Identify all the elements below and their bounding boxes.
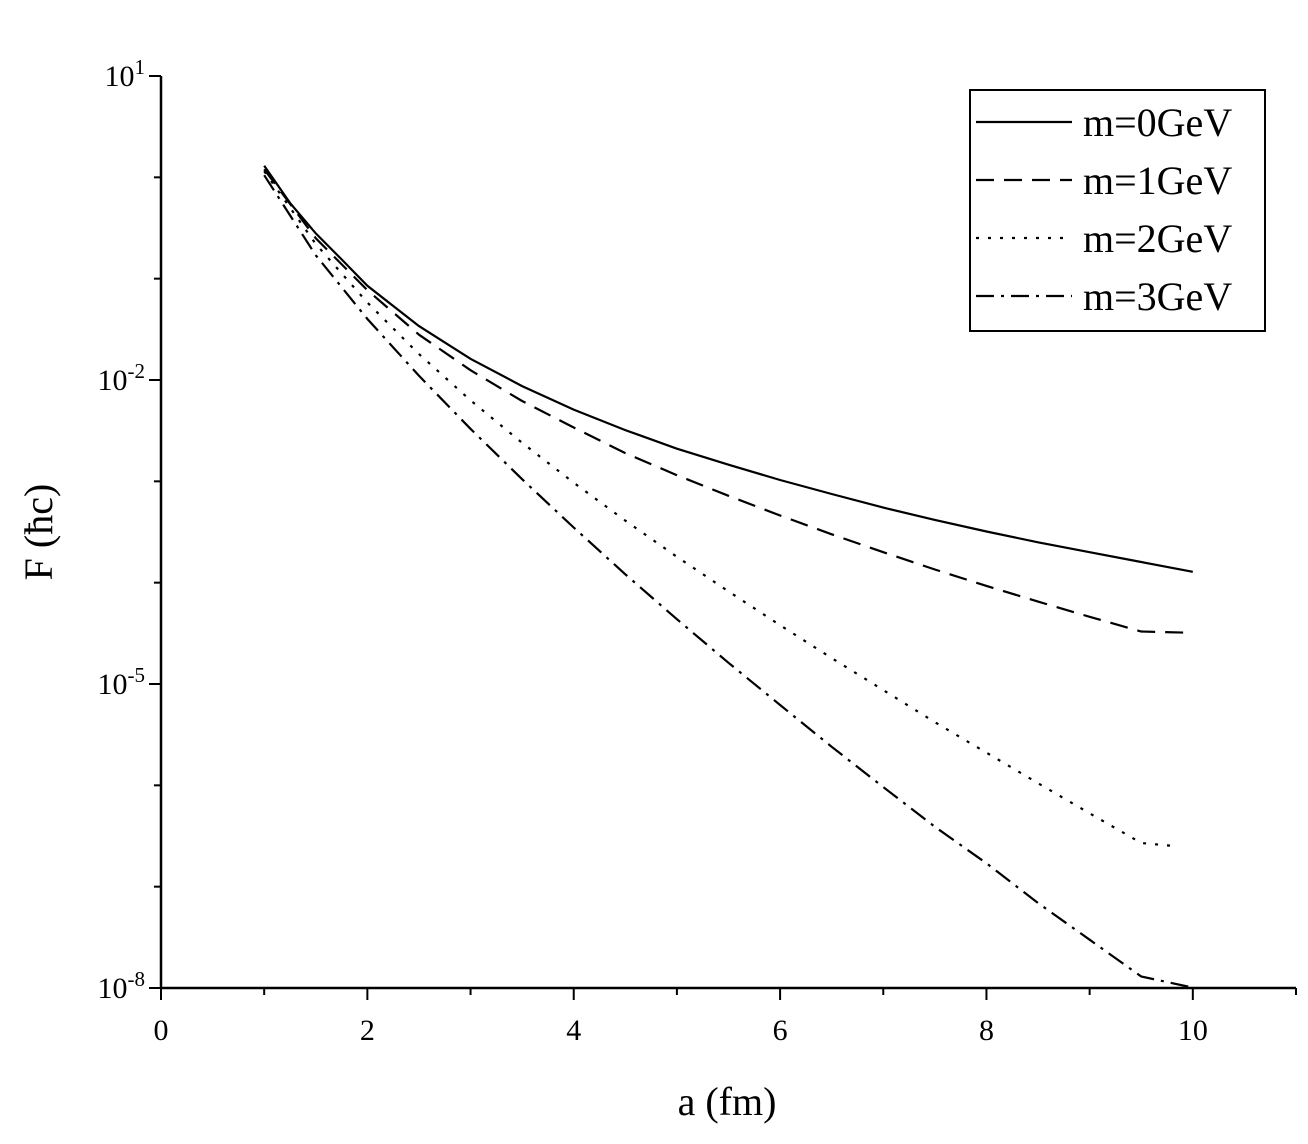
y-axis-label: F (ħc) (16, 484, 61, 581)
x-tick-label: 8 (979, 1014, 994, 1047)
plot-area (263, 165, 1194, 989)
series-line-1 (263, 168, 1193, 634)
y-tick-label: 10-5 (98, 663, 146, 701)
x-tick-label: 2 (360, 1014, 375, 1047)
y-tick-label: 10-2 (98, 359, 146, 397)
series-line-2 (263, 170, 1178, 848)
legend-label-1: m=1GeV (1083, 158, 1232, 203)
x-tick-label: 4 (566, 1014, 581, 1047)
legend: m=0GeV m=1GeV m=2GeV m=3GeV (969, 89, 1266, 332)
x-axis-label: a (fm) (678, 1079, 777, 1124)
series-line-3 (263, 174, 1194, 989)
legend-label-0: m=0GeV (1083, 100, 1232, 145)
series-line-0 (263, 165, 1194, 573)
legend-label-3: m=3GeV (1083, 274, 1232, 319)
legend-box (969, 89, 1266, 332)
legend-label-2: m=2GeV (1083, 216, 1232, 261)
x-tick-label: 10 (1178, 1014, 1208, 1047)
x-tick-label: 6 (773, 1014, 788, 1047)
axes: 0 2 4 6 8 10 101 10-2 10-5 10-8 (98, 55, 1297, 1047)
y-tick-label: 101 (105, 55, 146, 93)
y-tick-label: 10-8 (98, 967, 146, 1005)
x-tick-label: 0 (154, 1014, 169, 1047)
